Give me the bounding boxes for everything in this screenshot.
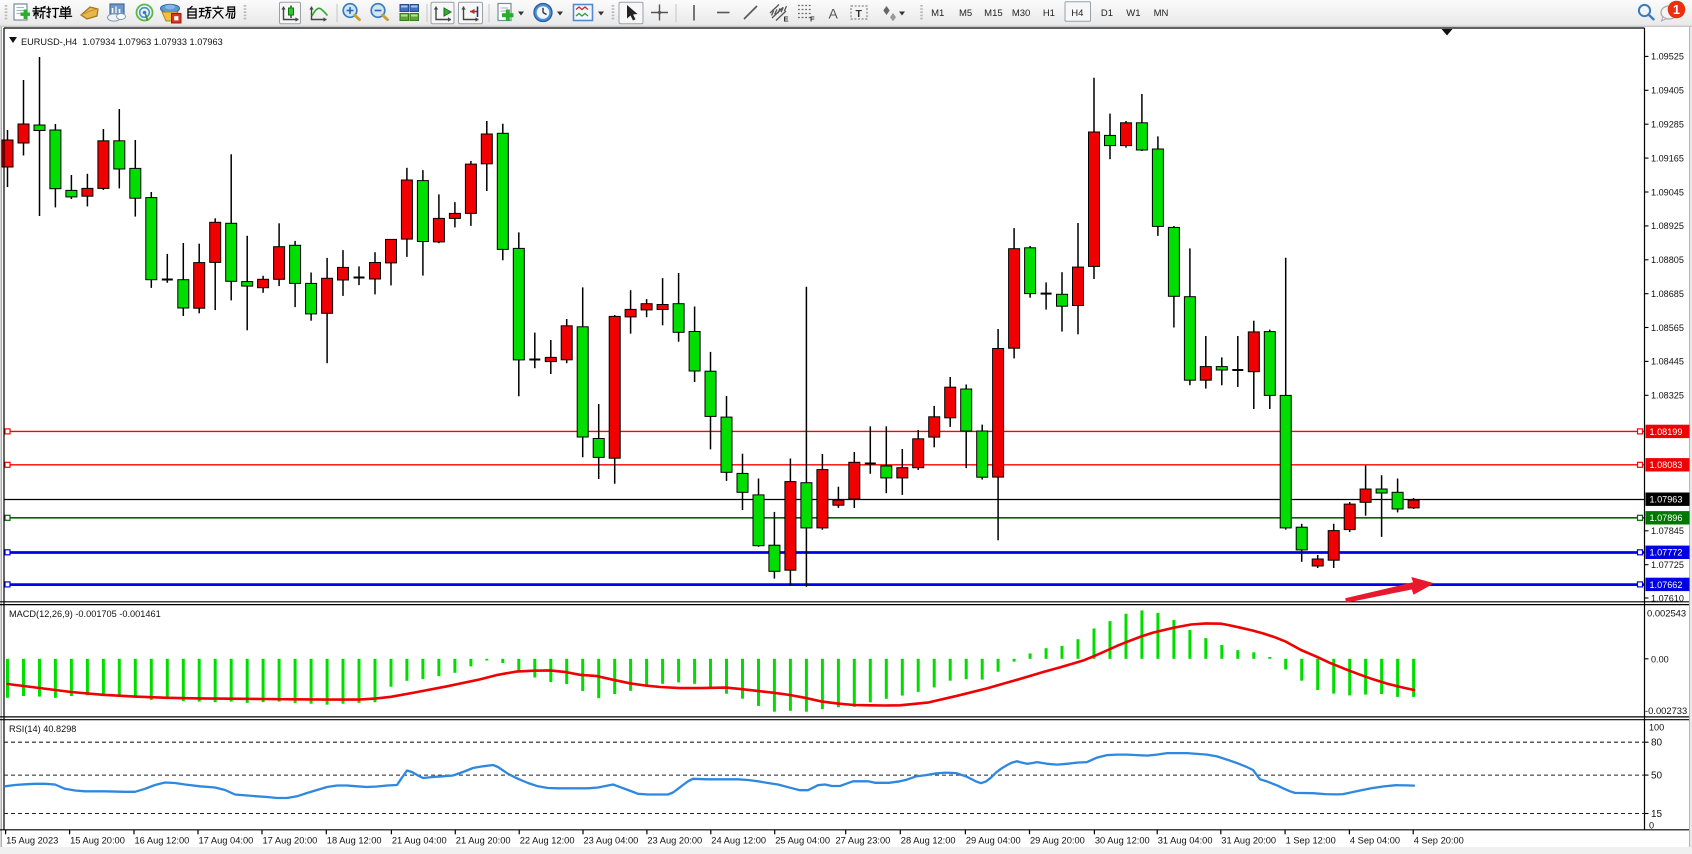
svg-text:21 Aug 04:00: 21 Aug 04:00 <box>392 836 447 846</box>
svg-text:1.08685: 1.08685 <box>1651 289 1684 299</box>
svg-text:50: 50 <box>1651 771 1663 782</box>
svg-text:W1: W1 <box>1126 8 1140 19</box>
svg-text:23 Aug 20:00: 23 Aug 20:00 <box>647 836 702 846</box>
svg-text:28 Aug 12:00: 28 Aug 12:00 <box>901 836 956 846</box>
svg-text:1.07896: 1.07896 <box>1650 513 1683 523</box>
svg-text:M15: M15 <box>984 8 1002 19</box>
svg-text:29 Aug 04:00: 29 Aug 04:00 <box>966 836 1021 846</box>
svg-text:1.09045: 1.09045 <box>1651 187 1684 197</box>
svg-text:1.08805: 1.08805 <box>1651 255 1684 265</box>
svg-text:T: T <box>856 8 863 20</box>
svg-text:1 Sep 12:00: 1 Sep 12:00 <box>1286 836 1336 846</box>
svg-text:M5: M5 <box>959 8 972 19</box>
svg-text:16 Aug 12:00: 16 Aug 12:00 <box>135 836 190 846</box>
svg-text:A: A <box>829 6 839 22</box>
svg-text:1.07963: 1.07963 <box>1650 495 1683 505</box>
svg-text:24 Aug 12:00: 24 Aug 12:00 <box>711 836 766 846</box>
svg-text:0.00: 0.00 <box>1651 654 1669 664</box>
svg-text:EURUSD-,H4 1.07934 1.07963 1.: EURUSD-,H4 1.07934 1.07963 1.07933 1.079… <box>21 37 223 47</box>
svg-text:D1: D1 <box>1101 8 1113 19</box>
svg-text:21 Aug 20:00: 21 Aug 20:00 <box>456 836 511 846</box>
svg-text:30 Aug 12:00: 30 Aug 12:00 <box>1095 836 1150 846</box>
svg-text:1.08083: 1.08083 <box>1650 460 1683 470</box>
svg-text:4 Sep 04:00: 4 Sep 04:00 <box>1350 836 1400 846</box>
svg-text:1.09525: 1.09525 <box>1651 52 1684 62</box>
svg-text:H4: H4 <box>1071 8 1083 19</box>
svg-text:F: F <box>810 15 815 24</box>
svg-text:M30: M30 <box>1012 8 1030 19</box>
svg-text:27 Aug 23:00: 27 Aug 23:00 <box>836 836 891 846</box>
svg-text:80: 80 <box>1651 738 1663 749</box>
svg-text:17 Aug 20:00: 17 Aug 20:00 <box>263 836 318 846</box>
svg-text:1.08925: 1.08925 <box>1651 221 1684 231</box>
svg-text:1.09165: 1.09165 <box>1651 153 1684 163</box>
svg-text:18 Aug 12:00: 18 Aug 12:00 <box>327 836 382 846</box>
svg-text:25 Aug 04:00: 25 Aug 04:00 <box>775 836 830 846</box>
svg-text:E: E <box>784 15 789 24</box>
svg-text:15 Aug 2023: 15 Aug 2023 <box>6 836 58 846</box>
svg-text:1.07662: 1.07662 <box>1650 580 1683 590</box>
svg-text:22 Aug 12:00: 22 Aug 12:00 <box>520 836 575 846</box>
svg-text:23 Aug 04:00: 23 Aug 04:00 <box>584 836 639 846</box>
svg-text:4 Sep 20:00: 4 Sep 20:00 <box>1414 836 1464 846</box>
svg-text:1.08199: 1.08199 <box>1650 427 1683 437</box>
svg-text:1: 1 <box>1673 3 1680 17</box>
svg-text:29 Aug 20:00: 29 Aug 20:00 <box>1030 836 1085 846</box>
svg-text:0: 0 <box>1649 821 1654 831</box>
svg-text:MN: MN <box>1154 8 1169 19</box>
svg-text:1.07610: 1.07610 <box>1651 593 1684 603</box>
svg-text:31 Aug 20:00: 31 Aug 20:00 <box>1221 836 1276 846</box>
svg-text:15: 15 <box>1651 809 1663 820</box>
svg-text:1.09285: 1.09285 <box>1651 120 1684 130</box>
svg-text:1.07845: 1.07845 <box>1651 526 1684 536</box>
svg-text:1.09405: 1.09405 <box>1651 86 1684 96</box>
svg-text:31 Aug 04:00: 31 Aug 04:00 <box>1158 836 1213 846</box>
svg-text:H1: H1 <box>1043 8 1055 19</box>
svg-text:100: 100 <box>1649 723 1664 733</box>
svg-text:1.08325: 1.08325 <box>1651 391 1684 401</box>
svg-text:MACD(12,26,9) -0.001705 -0.001: MACD(12,26,9) -0.001705 -0.001461 <box>9 609 161 619</box>
svg-text:-0.002733: -0.002733 <box>1645 705 1687 716</box>
svg-text:1.08565: 1.08565 <box>1651 323 1684 333</box>
svg-text:15 Aug 20:00: 15 Aug 20:00 <box>70 836 125 846</box>
svg-text:1.07772: 1.07772 <box>1650 548 1683 558</box>
svg-text:1.07725: 1.07725 <box>1651 560 1684 570</box>
svg-text:17 Aug 04:00: 17 Aug 04:00 <box>199 836 254 846</box>
svg-text:0.002543: 0.002543 <box>1647 608 1686 619</box>
svg-text:M1: M1 <box>931 8 944 19</box>
svg-text:RSI(14) 40.8298: RSI(14) 40.8298 <box>9 724 76 734</box>
svg-text:1.08445: 1.08445 <box>1651 357 1684 367</box>
